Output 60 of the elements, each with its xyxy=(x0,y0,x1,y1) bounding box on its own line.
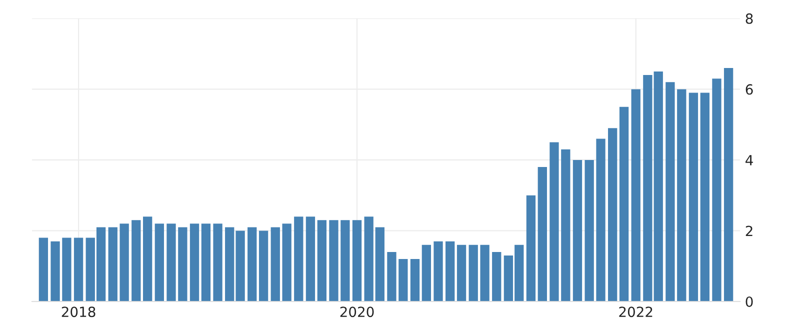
bar xyxy=(538,167,547,302)
bar xyxy=(700,92,710,302)
bar xyxy=(248,227,257,302)
bar xyxy=(294,216,304,302)
bar xyxy=(306,216,316,302)
bar xyxy=(456,244,466,302)
bar xyxy=(132,220,141,302)
bar xyxy=(688,92,698,302)
bar xyxy=(596,138,606,302)
bar xyxy=(398,259,408,302)
bar xyxy=(317,220,326,302)
x-tick-label: 2020 xyxy=(340,306,374,318)
bar xyxy=(434,241,443,302)
bar xyxy=(74,238,84,302)
bar xyxy=(526,195,536,302)
y-tick-label: 4 xyxy=(746,155,753,166)
y-tick-label: 0 xyxy=(746,296,753,307)
bar xyxy=(178,227,188,302)
bar xyxy=(619,106,629,302)
bar xyxy=(480,244,490,302)
bar xyxy=(329,220,338,302)
bar xyxy=(422,244,432,302)
bar xyxy=(724,68,734,302)
bar xyxy=(572,160,582,302)
bar xyxy=(446,241,455,302)
bar xyxy=(258,230,268,302)
bar xyxy=(201,224,211,302)
bar xyxy=(492,252,502,302)
bar xyxy=(213,224,222,302)
bar xyxy=(677,89,686,302)
bar xyxy=(282,224,292,302)
y-tick-label: 6 xyxy=(746,84,753,95)
y-tick-label: 8 xyxy=(746,13,753,24)
bar xyxy=(108,227,118,302)
bar xyxy=(410,259,420,302)
y-tick-label: 2 xyxy=(746,226,752,236)
bar xyxy=(712,78,722,302)
bar xyxy=(387,252,396,302)
bar xyxy=(143,216,152,302)
bar xyxy=(375,227,384,302)
bar xyxy=(50,241,60,302)
x-tick-label: 2018 xyxy=(62,306,96,318)
bar xyxy=(550,142,559,302)
x-tick-label: 2022 xyxy=(619,306,652,318)
bar xyxy=(62,238,72,302)
bar xyxy=(352,220,362,302)
bar xyxy=(190,224,200,302)
bar xyxy=(120,224,129,302)
bar xyxy=(608,128,618,302)
bar xyxy=(584,160,594,302)
bar xyxy=(166,224,176,302)
bar xyxy=(561,149,570,302)
bar xyxy=(154,224,164,302)
bar xyxy=(631,89,640,302)
bar xyxy=(270,227,280,302)
bar xyxy=(340,220,350,302)
bar xyxy=(364,216,374,302)
bar xyxy=(666,82,675,302)
bar xyxy=(38,238,48,302)
bar xyxy=(468,244,478,302)
